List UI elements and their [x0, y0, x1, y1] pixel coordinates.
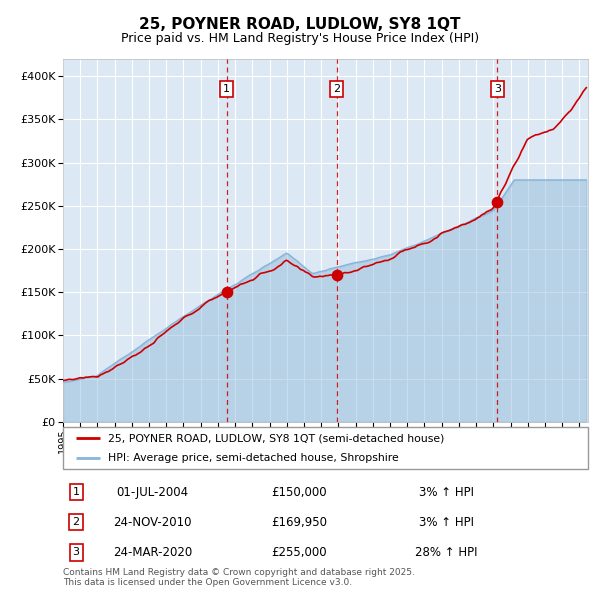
Text: HPI: Average price, semi-detached house, Shropshire: HPI: Average price, semi-detached house,…: [107, 454, 398, 463]
FancyBboxPatch shape: [63, 427, 588, 469]
Text: 1: 1: [73, 487, 80, 497]
Point: [493, 197, 502, 206]
Point: [332, 270, 341, 280]
Point: [222, 287, 232, 297]
Text: 3% ↑ HPI: 3% ↑ HPI: [419, 516, 474, 529]
Text: £150,000: £150,000: [271, 486, 327, 499]
Text: 24-NOV-2010: 24-NOV-2010: [113, 516, 191, 529]
Text: 28% ↑ HPI: 28% ↑ HPI: [415, 546, 478, 559]
Text: 3% ↑ HPI: 3% ↑ HPI: [419, 486, 474, 499]
Text: 01-JUL-2004: 01-JUL-2004: [116, 486, 188, 499]
Text: 2: 2: [333, 84, 340, 94]
Text: Contains HM Land Registry data © Crown copyright and database right 2025.
This d: Contains HM Land Registry data © Crown c…: [63, 568, 415, 587]
Text: 2: 2: [73, 517, 80, 527]
Text: 3: 3: [494, 84, 501, 94]
Text: 1: 1: [223, 84, 230, 94]
Text: 25, POYNER ROAD, LUDLOW, SY8 1QT: 25, POYNER ROAD, LUDLOW, SY8 1QT: [139, 17, 461, 31]
Text: £255,000: £255,000: [271, 546, 327, 559]
Text: Price paid vs. HM Land Registry's House Price Index (HPI): Price paid vs. HM Land Registry's House …: [121, 32, 479, 45]
Text: 25, POYNER ROAD, LUDLOW, SY8 1QT (semi-detached house): 25, POYNER ROAD, LUDLOW, SY8 1QT (semi-d…: [107, 434, 444, 444]
Text: 3: 3: [73, 548, 80, 558]
Text: £169,950: £169,950: [271, 516, 327, 529]
Text: 24-MAR-2020: 24-MAR-2020: [113, 546, 192, 559]
